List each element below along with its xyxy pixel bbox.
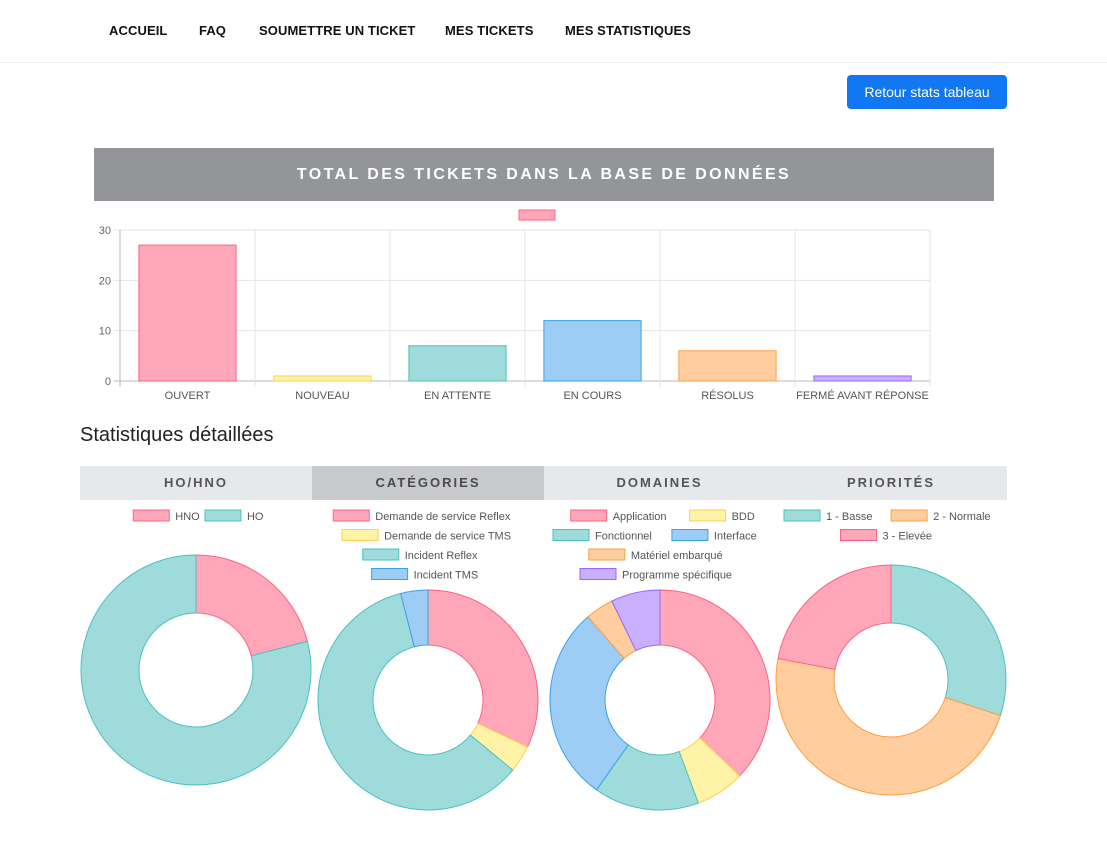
legend-label-application: Application (613, 511, 667, 523)
slice-hno (195, 554, 308, 657)
legend-swatch (689, 509, 727, 522)
slice-ho (80, 554, 312, 786)
donut-chart-ho-hno: HNO HO (80, 509, 312, 786)
legend-label-bdd: BDD (732, 511, 755, 523)
detailed-stats-title: Statistiques détaillées (80, 424, 274, 446)
legend-label-materiel-embarque: Matériel embarqué (631, 550, 723, 562)
bar-resolus (678, 350, 777, 382)
tab-ho-hno[interactable]: HO/HNO (164, 475, 228, 490)
legend-label-ho: HO (247, 511, 264, 523)
x-tick-label: EN COURS (563, 390, 621, 402)
legend-label-demande-de-service-reflex: Demande de service Reflex (375, 511, 511, 523)
legend-swatch (570, 509, 608, 522)
legend-swatch (579, 568, 617, 580)
legend-swatch (890, 509, 928, 522)
donut-chart-domaines: Application BDD Fonctionnel Interface Matéri… (549, 509, 771, 811)
legend-swatch (671, 529, 709, 541)
legend-swatch (552, 529, 590, 541)
bar-ferme-avant-reponse (813, 375, 912, 382)
nav-link-faq[interactable]: FAQ (199, 23, 227, 38)
legend-swatch (341, 529, 379, 541)
slice-incident-tms (400, 589, 429, 648)
y-tick-label: 0 (105, 376, 111, 388)
slice-3-elevee (777, 564, 892, 670)
legend-swatch (783, 509, 821, 522)
legend-label-2-normale: 2 - Normale (933, 511, 990, 523)
x-tick-label: FERMÉ AVANT RÉPONSE (796, 389, 929, 402)
y-tick-label: 10 (99, 326, 111, 338)
donut-chart-categories: Demande de service Reflex Demande de serv… (317, 509, 539, 811)
legend-label-3-elevee: 3 - Elevée (883, 531, 933, 543)
legend-swatch (588, 548, 626, 561)
bar-legend-swatch (518, 209, 556, 221)
legend-label-interface: Interface (714, 531, 757, 543)
bar-en-attente (408, 345, 507, 382)
bar-ouvert (138, 244, 237, 382)
legend-label-incident-reflex: Incident Reflex (405, 550, 478, 562)
x-tick-label: NOUVEAU (295, 390, 349, 402)
slice-1-basse (890, 564, 1007, 717)
slice-programme-specifique (611, 589, 661, 652)
tab-categories[interactable]: CATÉGORIES (312, 466, 544, 500)
y-tick-label: 20 (99, 275, 111, 287)
bar-nouveau (273, 375, 372, 382)
slice-incident-reflex (317, 592, 514, 811)
total-tickets-bar-chart: 0 10 20 30 OUVERT NOUVEAU EN ATTENTE EN COURS RÉ… (99, 209, 931, 402)
x-tick-label: OUVERT (165, 390, 211, 402)
slice-demande-de-service-reflex (427, 589, 539, 748)
bar-en-cours (543, 320, 642, 382)
y-tick-label: 30 (99, 225, 111, 237)
legend-label-programme-specifique: Programme spécifique (622, 570, 732, 582)
bar-legend (518, 209, 556, 221)
legend-swatch (204, 509, 242, 522)
nav-link-accueil[interactable]: ACCUEIL (109, 23, 168, 38)
x-tick-label: EN ATTENTE (424, 390, 491, 402)
back-to-table-stats-button[interactable]: Retour stats tableau (847, 75, 1007, 109)
slice-2-normale (775, 657, 1002, 796)
legend-swatch (332, 509, 370, 522)
slice-application (659, 589, 771, 777)
top-navbar: ACCUEIL FAQ SOUMETTRE UN TICKET MES TICK… (0, 0, 1107, 63)
nav-link-mes-statistiques[interactable]: MES STATISTIQUES (565, 23, 692, 38)
tab-domaines[interactable]: DOMAINES (616, 475, 703, 490)
legend-swatch (362, 548, 400, 561)
legend-label-demande-de-service-tms: Demande de service TMS (384, 531, 511, 543)
legend-label-fonctionnel: Fonctionnel (595, 531, 652, 543)
legend-swatch (840, 529, 877, 541)
legend-swatch (371, 568, 409, 580)
tab-priorites[interactable]: PRIORITÉS (846, 475, 936, 490)
legend-label-incident-tms: Incident TMS (414, 570, 479, 582)
detail-tabs: HO/HNO CATÉGORIES DOMAINES PRIORITÉS (80, 466, 1007, 500)
nav-link-mes-tickets[interactable]: MES TICKETS (445, 23, 534, 38)
legend-swatch (132, 509, 170, 522)
legend-label-1-basse: 1 - Basse (826, 511, 872, 523)
x-tick-label: RÉSOLUS (701, 389, 754, 402)
slice-interface (549, 616, 629, 791)
nav-link-soumettre-ticket[interactable]: SOUMETTRE UN TICKET (259, 23, 416, 38)
total-tickets-header: TOTAL DES TICKETS DANS LA BASE DE DONNÉE… (94, 148, 994, 201)
legend-label-hno: HNO (175, 511, 200, 523)
